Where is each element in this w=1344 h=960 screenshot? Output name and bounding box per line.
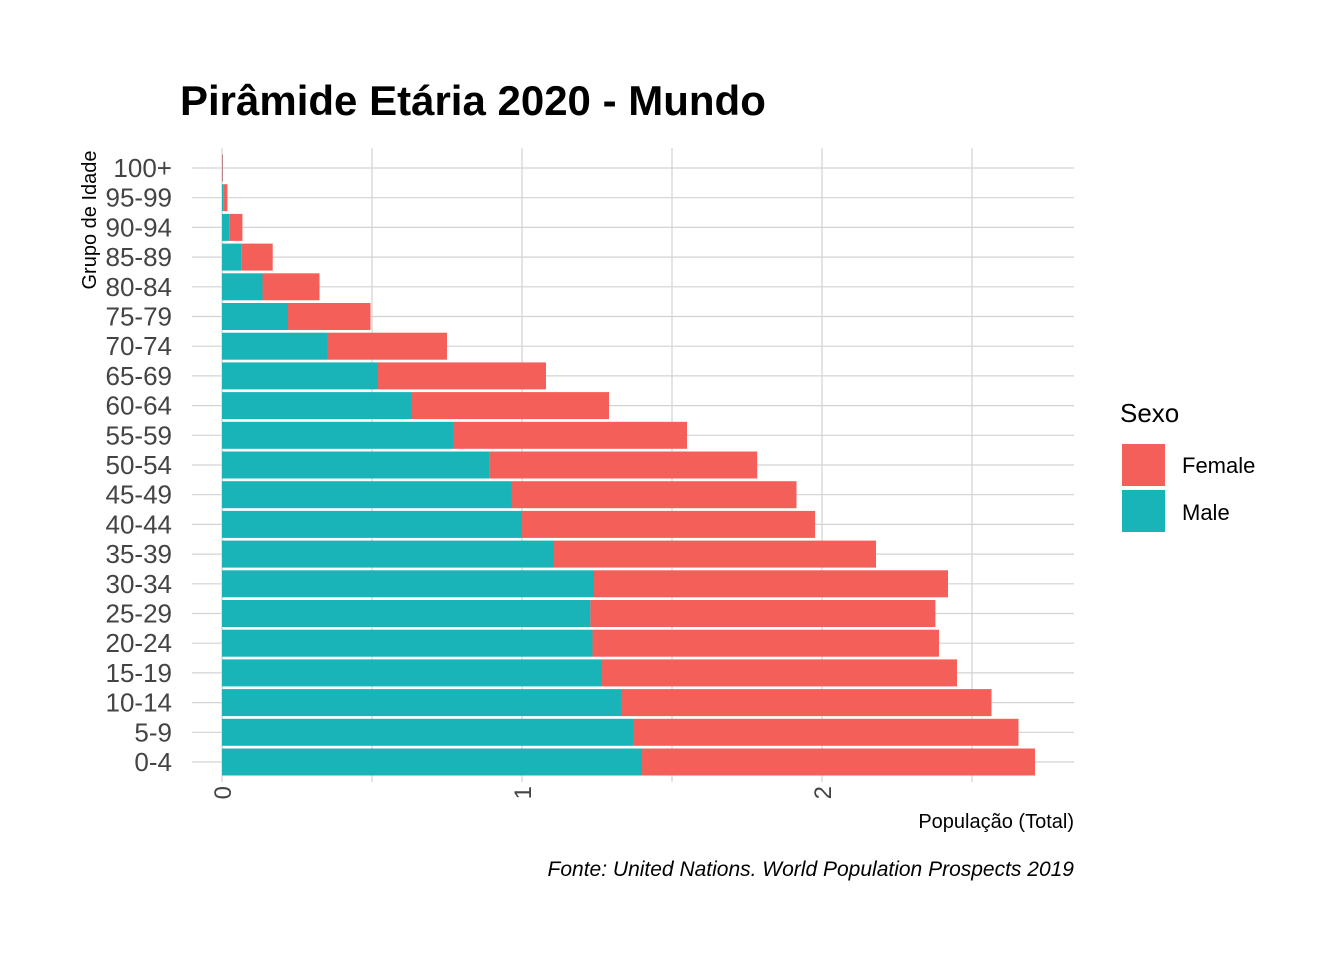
x-tick-label: 2 xyxy=(810,786,837,799)
bar-male-85-89 xyxy=(222,243,242,271)
bar-female-30-34 xyxy=(594,570,948,598)
bar-female-65-69 xyxy=(378,362,546,390)
bar-female-45-49 xyxy=(511,481,797,509)
bar-male-80-84 xyxy=(222,273,263,301)
y-tick-label: 55-59 xyxy=(106,420,173,450)
y-tick-label: 100+ xyxy=(113,153,172,183)
caption: Fonte: United Nations. World Population … xyxy=(548,858,1075,881)
bar-male-50-54 xyxy=(222,451,490,479)
bar-male-55-59 xyxy=(222,421,453,449)
bar-female-40-44 xyxy=(522,510,816,538)
bar-female-25-29 xyxy=(590,600,936,627)
y-tick-label: 95-99 xyxy=(106,183,173,213)
y-tick-label: 15-19 xyxy=(106,658,173,688)
y-tick-label: 50-54 xyxy=(106,450,173,480)
y-tick-label: 0-4 xyxy=(134,747,172,777)
bar-male-0-4 xyxy=(222,748,642,776)
bar-female-15-19 xyxy=(601,659,957,687)
bar-female-95-99 xyxy=(223,184,228,212)
bar-male-35-39 xyxy=(222,540,554,568)
y-tick-label: 40-44 xyxy=(106,509,173,539)
bar-male-40-44 xyxy=(222,510,522,538)
y-tick-label: 85-89 xyxy=(106,242,173,272)
y-axis-title: Grupo de Idade xyxy=(79,151,101,290)
bar-female-35-39 xyxy=(553,540,876,568)
bar-male-30-34 xyxy=(222,570,594,598)
bar-female-5-9 xyxy=(633,718,1019,746)
bar-female-80-84 xyxy=(262,273,320,301)
legend-swatch-male xyxy=(1122,490,1165,532)
y-tick-label: 60-64 xyxy=(106,391,173,421)
bar-male-70-74 xyxy=(222,332,327,360)
y-tick-label: 10-14 xyxy=(106,688,173,718)
x-tick-label: 0 xyxy=(210,786,237,799)
bars xyxy=(222,154,1035,776)
y-tick-label: 80-84 xyxy=(106,272,173,302)
bar-male-90-94 xyxy=(222,213,230,241)
bar-female-70-74 xyxy=(327,332,447,360)
legend-label-female: Female xyxy=(1182,453,1255,478)
bar-female-75-79 xyxy=(288,303,371,330)
bar-male-15-19 xyxy=(222,659,602,687)
bar-male-25-29 xyxy=(222,600,591,627)
y-tick-label: 5-9 xyxy=(134,717,172,747)
bar-female-0-4 xyxy=(642,748,1035,776)
y-tick-label: 90-94 xyxy=(106,212,173,242)
bar-male-75-79 xyxy=(222,303,288,330)
legend-label-male: Male xyxy=(1182,500,1230,525)
y-tick-label: 65-69 xyxy=(106,361,173,391)
bar-male-60-64 xyxy=(222,392,411,420)
bar-male-45-49 xyxy=(222,481,512,509)
bar-female-20-24 xyxy=(592,629,939,657)
bar-male-10-14 xyxy=(222,689,621,717)
y-tick-label: 35-39 xyxy=(106,539,173,569)
bar-female-60-64 xyxy=(411,392,609,420)
y-tick-label: 20-24 xyxy=(106,628,173,658)
bar-male-95-99 xyxy=(222,184,224,212)
bar-female-90-94 xyxy=(229,213,243,241)
y-tick-label: 25-29 xyxy=(106,599,173,629)
bar-female-85-89 xyxy=(241,243,273,271)
legend: Sexo Female Male xyxy=(1120,398,1255,532)
bar-male-65-69 xyxy=(222,362,378,390)
bar-male-20-24 xyxy=(222,629,593,657)
bar-male-5-9 xyxy=(222,718,633,746)
y-tick-label: 30-34 xyxy=(106,569,173,599)
chart-title: Pirâmide Etária 2020 - Mundo xyxy=(180,77,766,124)
y-tick-label: 45-49 xyxy=(106,480,173,510)
legend-title: Sexo xyxy=(1120,398,1179,428)
y-tick-labels: 0-45-910-1415-1920-2425-2930-3435-3940-4… xyxy=(106,153,173,777)
y-tick-label: 75-79 xyxy=(106,302,173,332)
bar-female-100+ xyxy=(222,154,223,182)
x-axis-title: População (Total) xyxy=(918,811,1074,833)
bar-female-10-14 xyxy=(621,689,992,717)
x-tick-label: 1 xyxy=(510,786,537,799)
bar-female-50-54 xyxy=(489,451,758,479)
y-tick-label: 70-74 xyxy=(106,331,173,361)
bar-female-55-59 xyxy=(453,421,687,449)
x-tick-labels: 0 1 2 xyxy=(210,786,837,799)
legend-swatch-female xyxy=(1122,444,1165,486)
